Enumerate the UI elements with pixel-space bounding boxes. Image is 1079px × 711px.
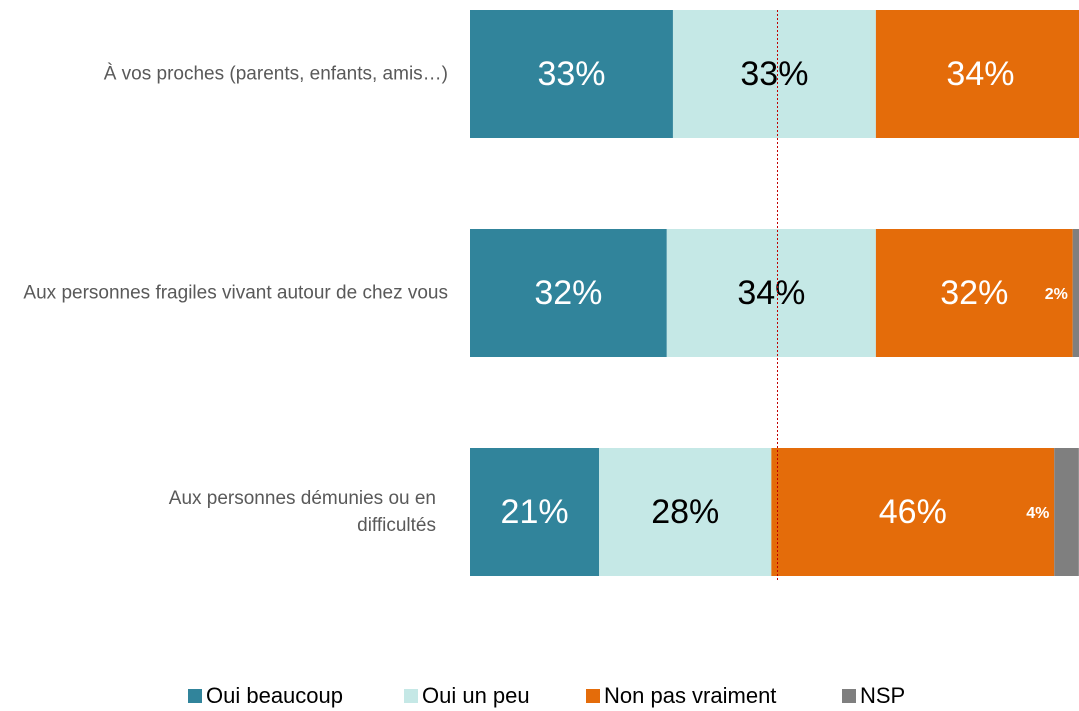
category-label: Aux personnes fragiles vivant autour de … xyxy=(23,282,448,304)
bar-segment xyxy=(875,10,1079,138)
legend-swatch xyxy=(404,689,418,703)
data-label: 2% xyxy=(1045,286,1068,303)
bar-segment xyxy=(1054,448,1079,576)
legend-swatch xyxy=(842,689,856,703)
legend-label: NSP xyxy=(860,683,905,708)
category-label: À vos proches (parents, enfants, amis…) xyxy=(103,63,448,85)
bar-segment xyxy=(666,229,876,357)
data-label: 32% xyxy=(940,274,1008,312)
data-label: 46% xyxy=(879,493,947,531)
data-label: 4% xyxy=(1026,505,1049,522)
bar-segment xyxy=(875,229,1073,357)
data-label: 34% xyxy=(946,55,1014,93)
data-label: 21% xyxy=(501,493,569,531)
bar-segment xyxy=(599,448,772,576)
data-label: 33% xyxy=(537,55,605,93)
data-label: 34% xyxy=(737,274,805,312)
legend-swatch xyxy=(188,689,202,703)
data-label: 33% xyxy=(740,55,808,93)
legend-label: Oui beaucoup xyxy=(206,683,343,708)
bar-segment xyxy=(470,448,600,576)
bar-segment xyxy=(470,10,673,138)
category-label: Aux personnes démunies ou en difficultés xyxy=(168,488,436,536)
data-label: 32% xyxy=(534,274,602,312)
legend-label: Non pas vraiment xyxy=(604,683,776,708)
bar-segment xyxy=(771,448,1055,576)
bar-segment xyxy=(1072,229,1079,357)
legend-swatch xyxy=(586,689,600,703)
bar-segment xyxy=(672,10,876,138)
data-label: 28% xyxy=(651,493,719,531)
bar-segment xyxy=(470,229,667,357)
legend-label: Oui un peu xyxy=(422,683,530,708)
